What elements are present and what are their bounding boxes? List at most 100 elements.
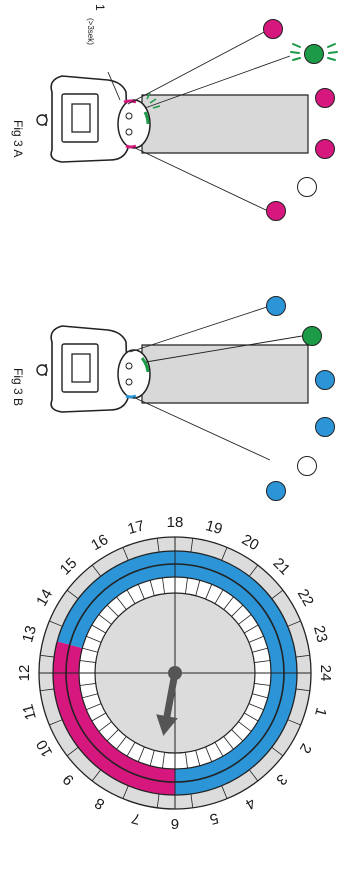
dial-tick — [149, 580, 155, 596]
fig-3a-plug-inner — [71, 103, 91, 133]
dial-hour-label-3: 3 — [272, 770, 290, 788]
dial-tick — [98, 721, 112, 732]
dial-rim-tick — [66, 589, 79, 600]
dial-tick — [238, 721, 252, 732]
fig-3a-plug-knob — [36, 114, 48, 126]
fig-3a-led-dot-1 — [263, 19, 283, 39]
dial-tick — [149, 750, 155, 766]
dial-pointer-shaft — [163, 669, 179, 720]
dial-tick — [106, 604, 119, 617]
dial-hour-label-23: 23 — [310, 624, 331, 645]
dial-tick — [238, 614, 252, 625]
fig-3b-leader-lines — [129, 305, 303, 461]
dial-tick — [137, 746, 145, 762]
dial-hour-label-17: 17 — [126, 517, 147, 538]
fig-3a-led-dot-5 — [297, 177, 317, 197]
dial-rim-tick — [122, 547, 129, 561]
dial-hour-label-4: 4 — [242, 794, 258, 813]
dial-tick — [248, 635, 264, 643]
dial-hour-label-21: 21 — [270, 555, 294, 579]
dial-ring-ticks — [40, 538, 310, 808]
fig-3a-annotation-number: 1 — [93, 4, 107, 11]
dial-rim-tick — [49, 719, 63, 726]
dial-hour-label-13: 13 — [19, 624, 40, 645]
fig-3a-led-green-mark — [143, 111, 150, 125]
dial-hour-label-19: 19 — [204, 517, 225, 538]
dial-rim-tick — [91, 564, 102, 577]
dial-pointer-arrow — [156, 666, 182, 736]
fig-3a-dot-glow-rays — [290, 43, 338, 61]
dial-hour-label-6: 6 — [171, 815, 179, 832]
fig-3b-socket-hole — [125, 378, 133, 386]
dial-tick — [214, 742, 224, 757]
dial-hour-label-9: 9 — [60, 770, 78, 788]
fig-3a-led-dot-3 — [315, 88, 335, 108]
dial-rim-tick — [248, 769, 259, 782]
dial-hour-label-11: 11 — [19, 702, 39, 721]
fig-3b-led-dot-4 — [315, 417, 335, 437]
dial-tick — [91, 624, 106, 634]
dial-tick — [185, 577, 188, 594]
fig-3a-led-magenta-mark — [123, 99, 137, 104]
dial-tick — [116, 596, 127, 610]
fig-3b-plug-knob — [36, 364, 48, 376]
dial-rim-tick — [295, 654, 310, 658]
dial-tick — [195, 580, 201, 596]
fig-3a-group: Fig 3 A 1 (>3sek) — [11, 4, 338, 221]
fig-3a-led-dot-2 — [304, 44, 324, 64]
dial-tick — [98, 614, 112, 625]
dial-tick — [252, 647, 268, 653]
dial-rim-tick — [190, 793, 194, 808]
dial-tick — [254, 683, 271, 686]
dial-rim-tick — [91, 769, 102, 782]
dial-rim-tick — [40, 654, 55, 658]
dial-tick — [248, 703, 264, 711]
dial-tick — [86, 703, 102, 711]
dial-hour-label-8: 8 — [92, 794, 108, 813]
dial-rim-tick — [40, 688, 55, 692]
dial-rim-tick — [66, 746, 79, 757]
dial-tick — [82, 693, 98, 699]
dial-tick — [185, 752, 188, 769]
dial-tick — [79, 683, 96, 686]
fig-3a-led-dot-6 — [266, 201, 286, 221]
dial-hour-label-7: 7 — [130, 809, 142, 828]
dial-tick — [86, 635, 102, 643]
fig-3b-plug-inner — [71, 353, 91, 383]
dial-tick — [244, 624, 259, 634]
dial-rim-tick — [295, 688, 310, 692]
fig-3a-led-magenta-mark — [125, 144, 137, 149]
dial-tick — [205, 584, 213, 600]
fig-3b-cable — [141, 344, 309, 404]
dial-pointer-hub — [168, 666, 182, 680]
dial-hour-label-22: 22 — [294, 586, 317, 609]
dial-tick — [162, 577, 165, 594]
fig-3a-leader-lines — [107, 29, 291, 212]
dial-tick — [231, 604, 244, 617]
fig-3b-group: Fig 3 B — [11, 296, 335, 501]
dial-hour-label-24: 24 — [317, 665, 334, 682]
dial-tick — [162, 752, 165, 769]
dial-tick — [223, 596, 234, 610]
dial-rim-tick — [221, 547, 228, 561]
dial-tick — [214, 589, 224, 604]
dial-tick — [231, 729, 244, 742]
dial-rim-tick — [287, 719, 301, 726]
dial-tick — [254, 660, 271, 663]
fig-3a-socket-hole — [125, 112, 133, 120]
dial-hour-label-16: 16 — [88, 531, 111, 554]
fig-3b-socket-face — [117, 349, 151, 399]
dial-hour-label-10: 10 — [33, 737, 56, 760]
dial-tick — [91, 712, 106, 722]
dial-rim-tick — [122, 785, 129, 799]
dial-tick — [137, 584, 145, 600]
dial-hour-label-2: 2 — [296, 740, 315, 756]
fig-3a-socket-glow-rays — [146, 92, 161, 109]
fig-3b-label: Fig 3 B — [11, 368, 25, 406]
fig-3a-led-dots — [263, 19, 335, 221]
dial-tick — [244, 712, 259, 722]
fig-3b-led-dot-3 — [315, 370, 335, 390]
